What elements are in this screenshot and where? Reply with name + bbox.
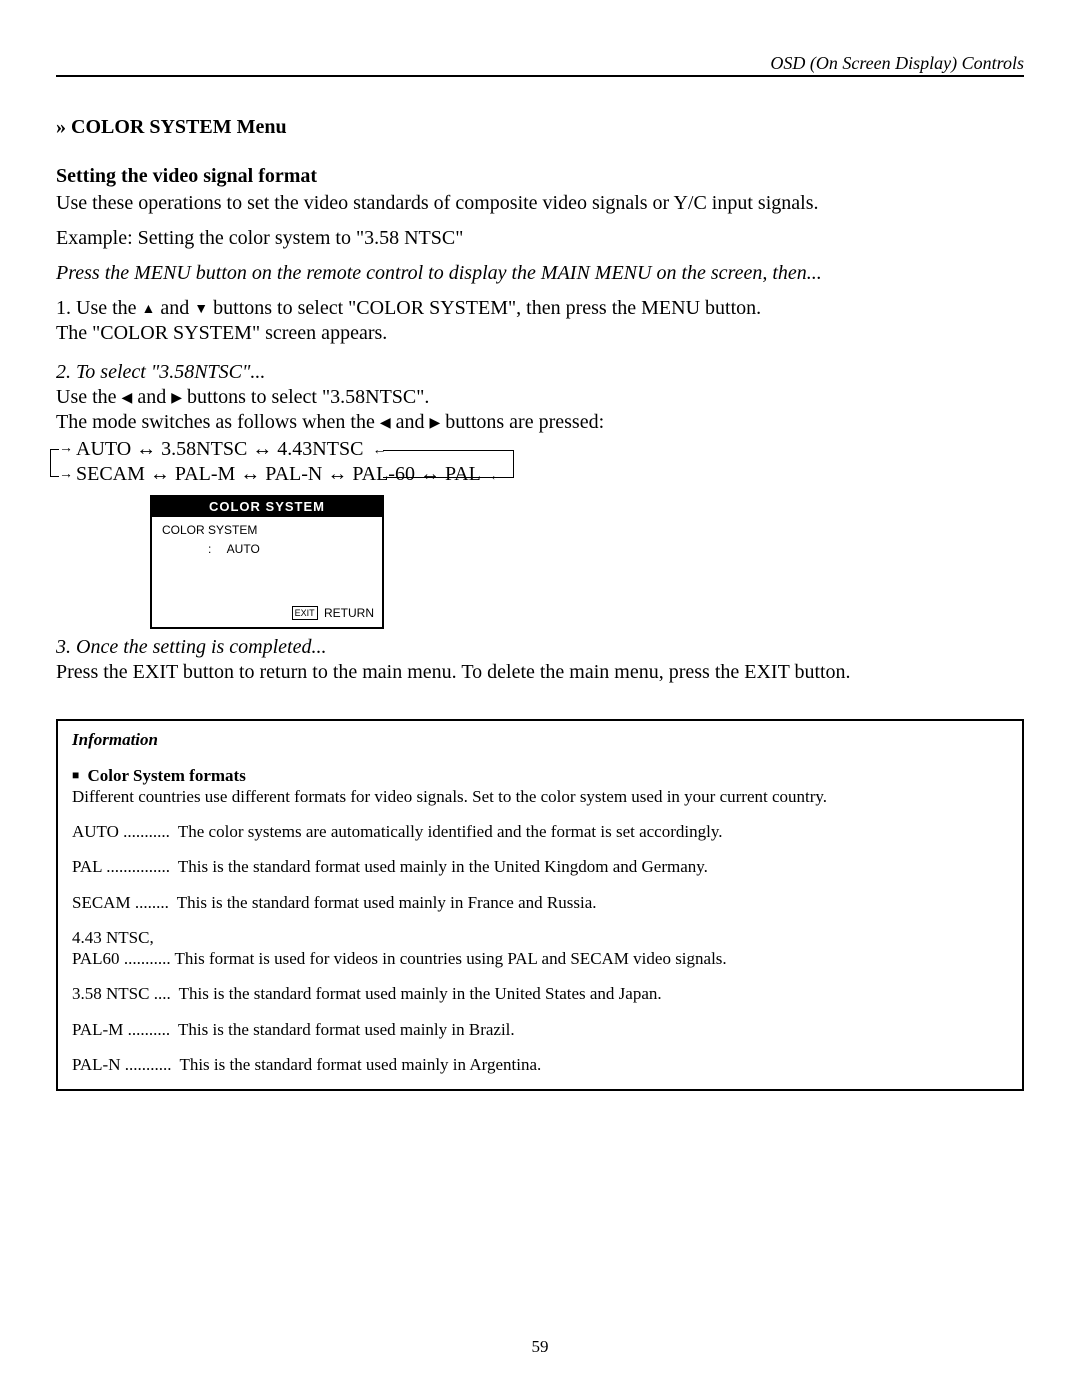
information-desc: Different countries use different format…: [72, 786, 1008, 807]
format-row: SECAM ........ This is the standard form…: [72, 892, 1008, 913]
format-name-2: PAL60: [72, 949, 124, 968]
format-row: PAL-M .......... This is the standard fo…: [72, 1019, 1008, 1040]
format-desc: The color systems are automatically iden…: [174, 822, 723, 841]
flow-connector-left: [50, 449, 59, 477]
format-dots: ........: [135, 893, 173, 912]
content-area: » COLOR SYSTEM Menu Setting the video si…: [56, 77, 1024, 1091]
format-dots: ...........: [124, 949, 175, 968]
right-arrow-icon: ▶: [171, 389, 182, 407]
format-dots: ....: [154, 984, 175, 1003]
step-1: 1. Use the ▲ and ▼ buttons to select "CO…: [56, 296, 1024, 346]
format-name: PAL-M: [72, 1020, 128, 1039]
format-desc: This is the standard format used mainly …: [173, 893, 597, 912]
format-row: AUTO ........... The color systems are a…: [72, 821, 1008, 842]
exit-badge: EXIT: [292, 606, 318, 620]
step-2-title: 2. To select "3.58NTSC"...: [56, 360, 1024, 385]
format-dots: ..........: [128, 1020, 175, 1039]
step1-text-a: 1. Use the: [56, 297, 142, 319]
format-row: 3.58 NTSC .... This is the standard form…: [72, 983, 1008, 1004]
format-name: PAL: [72, 857, 106, 876]
osd-colon: :: [208, 542, 224, 557]
step1-text-c: buttons to select "COLOR SYSTEM", then p…: [213, 297, 761, 319]
menu-subtitle: Setting the video signal format: [56, 164, 1024, 189]
mode-switch-flow: → → AUTO ↔ 3.58NTSC ↔ 4.43NTSC ← SECAM ↔…: [56, 437, 1024, 487]
format-dots: ...........: [125, 1055, 176, 1074]
page: OSD (On Screen Display) Controls » COLOR…: [0, 0, 1080, 1397]
osd-body: COLOR SYSTEM : AUTO EXIT RETURN: [152, 517, 382, 627]
up-arrow-icon: ▲: [142, 300, 156, 318]
format-row: 4.43 NTSC,PAL60 ........... This format …: [72, 927, 1008, 970]
information-title: Information: [72, 729, 1008, 750]
format-list: AUTO ........... The color systems are a…: [72, 821, 1008, 1075]
flow-arrow-in-top: →: [59, 439, 73, 457]
format-desc: This is the standard format used mainly …: [175, 984, 662, 1003]
right-arrow-icon-2: ▶: [430, 414, 441, 432]
format-dots: ...............: [106, 857, 174, 876]
step1-text-d: The "COLOR SYSTEM" screen appears.: [56, 322, 387, 344]
flow-line-1: AUTO ↔ 3.58NTSC ↔ 4.43NTSC: [76, 438, 363, 460]
flow-arrow-in-bottom: →: [59, 465, 73, 483]
osd-label: COLOR SYSTEM: [162, 523, 372, 538]
menu-title: » COLOR SYSTEM Menu: [56, 115, 1024, 140]
step1-text-b: and: [160, 297, 194, 319]
left-arrow-icon: ◀: [122, 389, 133, 407]
osd-title: COLOR SYSTEM: [152, 497, 382, 517]
press-menu-instruction: Press the MENU button on the remote cont…: [56, 261, 1024, 286]
format-desc: This is the standard format used mainly …: [174, 857, 708, 876]
osd-return-row: EXIT RETURN: [292, 606, 374, 621]
step-3-body: Press the EXIT button to return to the m…: [56, 660, 1024, 685]
osd-value: AUTO: [227, 542, 260, 556]
information-subtitle-text: Color System formats: [88, 766, 246, 785]
format-desc: This is the standard format used mainly …: [176, 1055, 542, 1074]
format-line2: PAL60 ........... This format is used fo…: [72, 948, 1008, 969]
step2-text-d-a: The mode switches as follows when the: [56, 411, 380, 433]
example-text: Example: Setting the color system to "3.…: [56, 226, 1024, 251]
page-number: 59: [0, 1337, 1080, 1357]
step-2-body: Use the ◀ and ▶ buttons to select "3.58N…: [56, 385, 1024, 435]
header-section-label: OSD (On Screen Display) Controls: [770, 53, 1024, 74]
information-subtitle: ■ Color System formats: [72, 765, 1008, 786]
format-desc: This format is used for videos in countr…: [175, 949, 727, 968]
square-bullet-icon: ■: [72, 768, 79, 783]
left-arrow-icon-2: ◀: [380, 414, 391, 432]
header-rule: OSD (On Screen Display) Controls: [56, 75, 1024, 77]
format-multiline: 4.43 NTSC,PAL60 ........... This format …: [72, 927, 1008, 970]
format-row: PAL-N ........... This is the standard f…: [72, 1054, 1008, 1075]
down-arrow-icon: ▼: [194, 300, 208, 318]
intro-text: Use these operations to set the video st…: [56, 191, 1024, 216]
format-name: 4.43 NTSC,: [72, 927, 1008, 948]
osd-screen: COLOR SYSTEM COLOR SYSTEM : AUTO EXIT RE…: [150, 495, 384, 629]
flow-connector-right: [383, 450, 514, 478]
format-name: SECAM: [72, 893, 135, 912]
step2-text-a: Use the: [56, 386, 122, 408]
step2-text-c: buttons to select "3.58NTSC".: [187, 386, 429, 408]
osd-value-row: : AUTO: [162, 542, 372, 557]
step2-text-b: and: [137, 386, 171, 408]
format-name: PAL-N: [72, 1055, 125, 1074]
osd-return-label: RETURN: [324, 606, 374, 620]
format-desc: This is the standard format used mainly …: [174, 1020, 515, 1039]
information-box: Information ■ Color System formats Diffe…: [56, 719, 1024, 1091]
format-dots: ...........: [123, 822, 174, 841]
step-3-title: 3. Once the setting is completed...: [56, 635, 1024, 660]
format-row: PAL ............... This is the standard…: [72, 856, 1008, 877]
format-name: 3.58 NTSC: [72, 984, 154, 1003]
step2-text-d-c: buttons are pressed:: [445, 411, 604, 433]
step2-text-d-b: and: [396, 411, 430, 433]
format-name: AUTO: [72, 822, 123, 841]
